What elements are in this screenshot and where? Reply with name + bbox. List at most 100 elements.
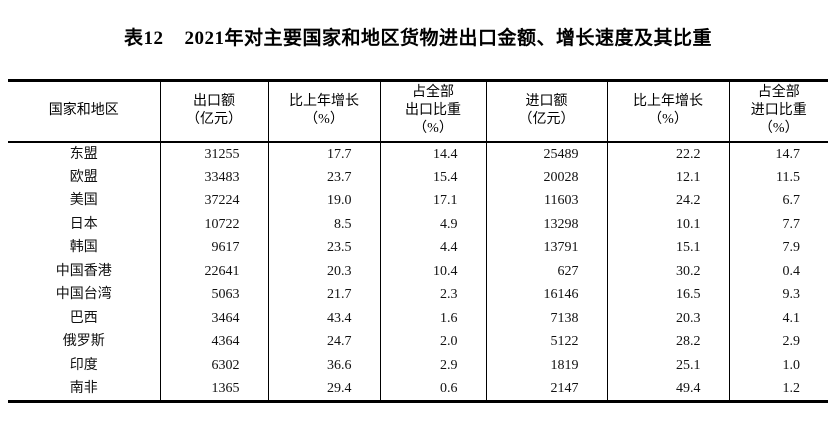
table-row: 印度 6302 36.6 2.9 1819 25.1 1.0 (8, 353, 828, 378)
table-row: 日本 10722 8.5 4.9 13298 10.1 7.7 (8, 212, 828, 237)
value-cell: 19.0 (267, 189, 380, 213)
value-cell: 2.3 (379, 283, 486, 307)
column-header-region: 国家和地区 (8, 81, 160, 142)
value-cell: 14.4 (379, 141, 486, 166)
table-title: 表12 2021年对主要国家和地区货物进出口金额、增长速度及其比重 (0, 24, 836, 54)
region-cell: 东盟 (69, 146, 98, 162)
column-header-line: 占全部 (412, 85, 454, 101)
column-header-line: （%） (758, 121, 799, 137)
value-cell: 28.2 (606, 330, 729, 354)
column-header-line: （%） (648, 112, 688, 128)
column-header-export_value: 出口额 （亿元） (159, 80, 268, 142)
table-row: 俄罗斯 4364 24.7 2.0 5122 28.2 2.9 (8, 330, 828, 354)
column-header-line: （%） (304, 112, 344, 128)
table-row: 欧盟 33483 23.7 15.4 20028 12.1 11.5 (8, 165, 828, 190)
value-cell: 12.1 (606, 165, 729, 190)
table-head: 国家和地区 出口额 （亿元） 比上年增长 （%） 占全部 出口比重 （%） 进口额 （亿元） 比上年… (8, 80, 828, 142)
region-cell: 欧盟 (69, 169, 98, 185)
value-cell: 16.5 (606, 283, 729, 307)
column-header-line: 比上年增长 (633, 94, 703, 110)
column-header-line: 比上年增长 (289, 94, 359, 110)
column-header-import_growth: 比上年增长 （%） (606, 80, 729, 142)
column-header-import_value: 进口额 （亿元） (485, 80, 607, 142)
value-cell: 1.2 (728, 377, 828, 402)
value-cell: 13298 (485, 212, 607, 237)
value-cell: 6302 (159, 353, 268, 378)
value-cell: 13791 (485, 236, 607, 260)
value-cell: 4.4 (379, 236, 486, 260)
region-cell: 俄罗斯 (62, 334, 105, 350)
value-cell: 17.1 (379, 189, 486, 213)
table-body: 东盟 31255 17.7 14.4 25489 22.2 14.7 欧盟 33483 23.7 1… (8, 141, 828, 402)
value-cell: 20028 (485, 165, 607, 190)
value-cell: 25.1 (606, 353, 729, 378)
value-cell: 37224 (159, 189, 268, 213)
value-cell: 22641 (159, 259, 268, 284)
value-cell: 31255 (159, 141, 268, 166)
value-cell: 4.1 (728, 306, 828, 331)
region-cell: 印度 (69, 357, 98, 373)
column-header-line: 出口额 (193, 94, 235, 110)
value-cell: 1.0 (728, 353, 828, 378)
value-cell: 2.9 (728, 330, 828, 354)
statistics-page: 表12 2021年对主要国家和地区货物进出口金额、增长速度及其比重 国家和地区 出口… (0, 24, 836, 424)
value-cell: 2.0 (379, 330, 486, 354)
table-row: 中国香港 22641 20.3 10.4 627 30.2 0.4 (8, 259, 828, 284)
value-cell: 25489 (485, 141, 607, 166)
column-header-line: 出口比重 (405, 103, 461, 119)
column-header-line: （亿元） (518, 112, 575, 128)
value-cell: 22.2 (606, 141, 729, 166)
region-cell: 南非 (69, 381, 98, 397)
table-row: 韩国 9617 23.5 4.4 13791 15.1 7.9 (8, 236, 828, 260)
value-cell: 7138 (485, 306, 607, 331)
value-cell: 7.9 (728, 236, 828, 260)
value-cell: 10.1 (606, 212, 729, 237)
header-row: 国家和地区 出口额 （亿元） 比上年增长 （%） 占全部 出口比重 （%） 进口额 （亿元） 比上年… (8, 80, 828, 142)
column-header-export_growth: 比上年增长 （%） (267, 80, 380, 142)
value-cell: 10722 (159, 212, 268, 237)
value-cell: 11.5 (728, 165, 828, 190)
value-cell: 16146 (485, 283, 607, 307)
column-header-line: 国家和地区 (48, 103, 119, 119)
value-cell: 8.5 (267, 212, 380, 237)
value-cell: 36.6 (267, 353, 380, 378)
value-cell: 627 (485, 259, 607, 284)
regions-table: 国家和地区 出口额 （亿元） 比上年增长 （%） 占全部 出口比重 （%） 进口额 （亿元） 比上年… (8, 79, 828, 404)
column-header-line: 进口比重 (750, 103, 807, 119)
column-header-export_share: 占全部出口比重 （%） (379, 80, 486, 142)
value-cell: 23.5 (267, 236, 380, 260)
value-cell: 2.9 (379, 353, 486, 378)
value-cell: 5063 (159, 283, 268, 307)
region-cell: 美国 (69, 193, 98, 209)
value-cell: 43.4 (267, 306, 380, 331)
value-cell: 0.6 (379, 377, 486, 402)
value-cell: 15.4 (379, 165, 486, 190)
value-cell: 17.7 (267, 141, 380, 166)
table-row: 南非 1365 29.4 0.6 2147 49.4 1.2 (8, 377, 828, 402)
value-cell: 21.7 (267, 283, 380, 307)
table-row: 美国 37224 19.0 17.1 11603 24.2 6.7 (8, 189, 828, 213)
column-header-import_share: 占全部 进口比重 （%） (728, 80, 828, 142)
value-cell: 9.3 (728, 283, 828, 307)
value-cell: 1365 (159, 377, 268, 402)
value-cell: 4364 (159, 330, 268, 354)
table-row: 东盟 31255 17.7 14.4 25489 22.2 14.7 (8, 141, 828, 166)
table-row: 巴西 3464 43.4 1.6 7138 20.3 4.1 (8, 306, 828, 331)
region-cell: 中国台湾 (55, 287, 112, 303)
value-cell: 0.4 (728, 259, 828, 284)
value-cell: 14.7 (728, 141, 828, 166)
value-cell: 10.4 (379, 259, 486, 284)
value-cell: 2147 (485, 377, 607, 402)
column-header-line: （%） (413, 121, 453, 137)
value-cell: 5122 (485, 330, 607, 354)
value-cell: 1819 (485, 353, 607, 378)
table-row: 中国台湾 5063 21.7 2.3 16146 16.5 9.3 (8, 283, 828, 307)
value-cell: 23.7 (267, 165, 380, 190)
value-cell: 3464 (159, 306, 268, 331)
column-header-line: 进口额 (525, 94, 568, 110)
value-cell: 24.7 (267, 330, 380, 354)
value-cell: 6.7 (728, 189, 828, 213)
region-cell: 中国香港 (55, 263, 112, 279)
value-cell: 49.4 (606, 377, 729, 402)
region-cell: 日本 (69, 216, 98, 232)
